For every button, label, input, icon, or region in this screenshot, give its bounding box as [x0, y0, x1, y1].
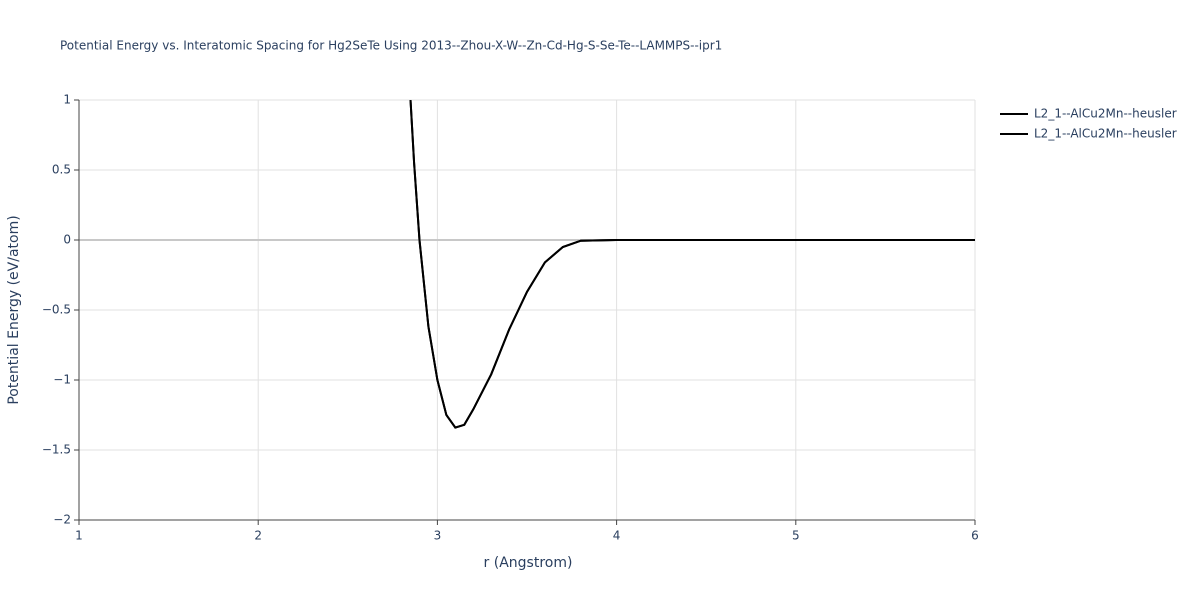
x-tick-label: 4 — [613, 529, 621, 543]
legend-label: L2_1--AlCu2Mn--heusler — [1034, 107, 1177, 121]
line-series — [409, 100, 975, 429]
y-tick-label: −1 — [53, 373, 71, 387]
legend-label: L2_1--AlCu2Mn--heusler — [1034, 127, 1177, 141]
y-tick-label: −2 — [53, 513, 71, 527]
y-tick-label: 1 — [63, 93, 71, 107]
y-tick-label: 0 — [63, 233, 71, 247]
x-tick-label: 6 — [971, 529, 979, 543]
y-axis-title: Potential Energy (eV/atom) — [6, 215, 22, 404]
x-tick-label: 5 — [792, 529, 800, 543]
y-tick-label: 0.5 — [52, 163, 71, 177]
y-tick-label: −1.5 — [42, 443, 71, 457]
y-tick-label: −0.5 — [42, 303, 71, 317]
x-tick-label: 3 — [434, 529, 442, 543]
x-axis-title: r (Angstrom) — [484, 555, 573, 571]
line-series — [409, 100, 975, 429]
chart-title: Potential Energy vs. Interatomic Spacing… — [60, 39, 722, 53]
x-tick-label: 1 — [75, 529, 83, 543]
x-tick-label: 2 — [254, 529, 262, 543]
